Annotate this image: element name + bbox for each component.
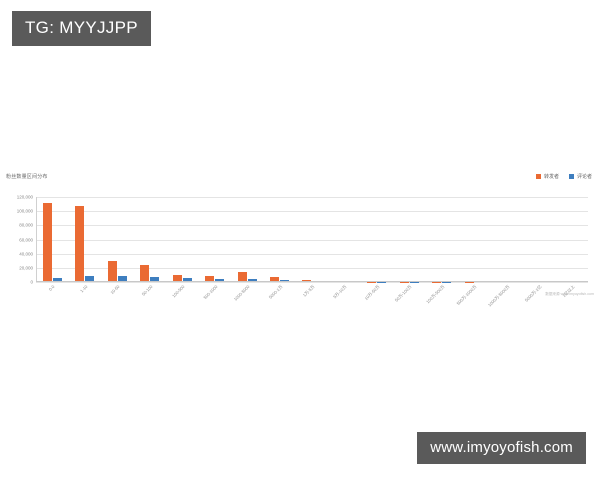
bar-series-b[interactable]	[215, 278, 225, 282]
bar-group[interactable]: 10-50	[101, 197, 133, 295]
gridline	[36, 282, 588, 283]
y-axis-tick-label: 20,000	[19, 265, 33, 271]
bar-group[interactable]: 1亿以上	[556, 197, 588, 298]
x-axis-tick-label: 100万-500万	[425, 284, 446, 305]
legend-label-series-b: 评论者	[576, 174, 592, 180]
watermark-bottom-right: www.imyoyofish.com	[417, 432, 586, 464]
bar-group[interactable]: 500-1000	[198, 197, 230, 300]
chart-legend: 转发者 评论者	[535, 173, 592, 180]
bar-series-b[interactable]	[247, 279, 257, 282]
bar-group[interactable]: 50-100	[133, 197, 165, 297]
bar-group[interactable]: 10万-50万	[361, 197, 393, 301]
bar-group[interactable]: 1000-5000	[231, 197, 263, 302]
chart-container: 粉丝数量区间分布 转发者 评论者 120,000 100,000 80,000 60,…	[0, 168, 600, 308]
bar-series-a[interactable]	[270, 277, 280, 282]
x-axis-tick-label: 1万-5万	[301, 284, 316, 298]
y-axis-tick-label: 40,000	[19, 251, 33, 257]
plot-area: 120,000 100,000 80,000 60,000 40,000 20,000 0 …	[17, 195, 588, 308]
y-axis-tick-label: 60,000	[19, 237, 33, 242]
bar-group[interactable]: 1-10	[68, 197, 100, 293]
bar-group[interactable]: 5000-1万	[263, 197, 295, 300]
bar-series-b[interactable]	[182, 278, 192, 282]
bar-series-b[interactable]	[85, 275, 95, 282]
bar-group[interactable]: 100万-500万	[425, 197, 458, 304]
x-axis-tick-label: 100-500	[171, 284, 186, 299]
bar-group[interactable]: 500万-1000万	[456, 197, 490, 306]
x-axis-tick-label: 5万-10万	[332, 284, 348, 300]
bar-series-a[interactable]	[107, 260, 117, 282]
y-axis-tick-label: 100,000	[16, 208, 33, 214]
y-axis-line	[36, 197, 37, 282]
watermark-top-left: TG: MYYJJPP	[12, 11, 151, 46]
x-axis-tick-label: 5000-1万	[267, 284, 284, 300]
bar-series-a[interactable]	[205, 276, 215, 282]
x-axis-tick-label: 1000-5000	[232, 284, 251, 302]
y-axis-tick-label: 120,000	[16, 194, 33, 200]
x-axis-tick-label: 1000万-5000万	[486, 284, 511, 308]
chart-title: 粉丝数量区间分布	[6, 174, 48, 180]
legend-item-series-a[interactable]: 转发者	[535, 173, 559, 180]
bar-groups: 0-0 1-10 10-50 50-100 100-500 500-1000 1000-50…	[36, 197, 588, 308]
gridline	[36, 239, 588, 241]
gridline	[36, 225, 588, 227]
bar-series-a[interactable]	[75, 205, 85, 282]
bar-group[interactable]: 1万-5万	[296, 197, 328, 298]
gridline	[36, 267, 588, 269]
bar-group[interactable]: 0-0	[36, 197, 68, 292]
bar-series-b[interactable]	[150, 277, 160, 282]
legend-swatch-series-b	[568, 174, 574, 179]
legend-swatch-series-a	[535, 174, 541, 179]
bar-group[interactable]: 100-500	[166, 197, 198, 298]
bar-series-b[interactable]	[52, 278, 62, 282]
bar-group[interactable]: 1000万-5000万	[487, 197, 523, 308]
bar-series-a[interactable]	[140, 265, 150, 282]
x-axis-tick-label: 50万-100万	[394, 284, 413, 303]
legend-item-series-b[interactable]: 评论者	[568, 173, 592, 180]
gridline	[36, 211, 588, 213]
x-axis-tick-label: 5000万-1亿	[524, 284, 543, 303]
x-axis-tick-label: 0-0	[47, 284, 56, 292]
x-axis-tick-label: 10-50	[109, 284, 121, 296]
gridline	[36, 197, 588, 198]
x-axis-tick-label: 500万-1000万	[455, 284, 478, 306]
bar-series-a[interactable]	[42, 202, 52, 282]
bar-series-a[interactable]	[237, 272, 247, 282]
y-axis-tick-label: 0	[30, 279, 33, 285]
bar-group[interactable]: 5万-10万	[328, 197, 360, 299]
legend-label-series-a: 转发者	[543, 174, 559, 180]
bar-series-a[interactable]	[302, 279, 312, 282]
bar-group[interactable]: 50万-100万	[393, 197, 425, 303]
bar-series-b[interactable]	[280, 279, 290, 282]
x-axis-line	[36, 281, 588, 282]
bar-series-a[interactable]	[172, 274, 182, 282]
y-axis-tick-label: 80,000	[19, 222, 33, 228]
x-axis-tick-label: 50-100	[140, 284, 154, 297]
chart-credit: 数据来源 www.imyoyofish.com	[545, 292, 594, 296]
x-axis-tick-label: 1-10	[78, 284, 89, 294]
bar-group[interactable]: 5000万-1亿	[523, 197, 555, 303]
x-axis-tick-label: 500-1000	[202, 284, 219, 301]
gridline	[36, 253, 588, 255]
bar-series-b[interactable]	[117, 276, 127, 282]
x-axis-tick-label: 10万-50万	[363, 284, 381, 302]
